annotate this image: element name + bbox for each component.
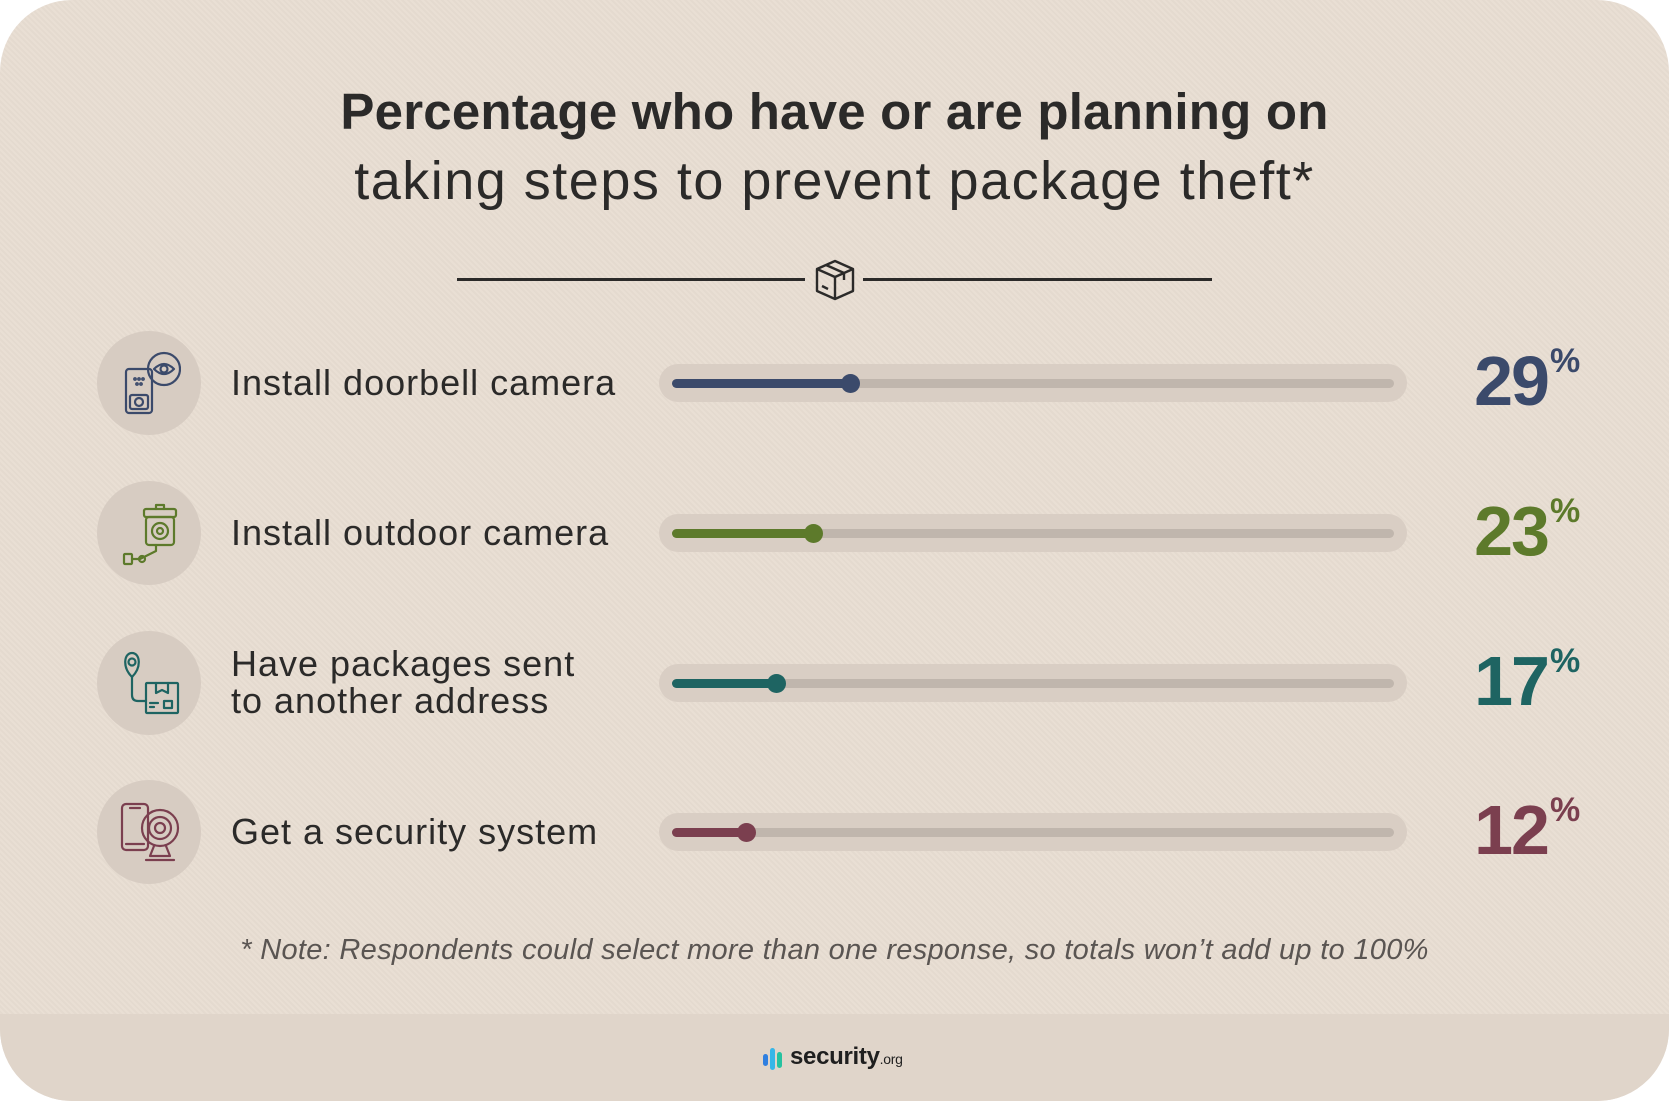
bar-fill [672,679,776,688]
bar-row: Install outdoor camera 23% [0,478,1669,588]
divider-right [863,278,1212,281]
bar-track-inner [672,379,1394,388]
footer-band [0,1014,1669,1101]
value-label: 23% [1430,492,1590,576]
title-line-2: taking steps to prevent package theft* [354,151,1315,211]
value-label: 29% [1430,342,1590,426]
divider-left [457,278,805,281]
bar-track [659,813,1407,851]
bar-label-line: Install doorbell camera [231,362,617,403]
bar-row: Install doorbell camera 29% [0,328,1669,438]
bar-track [659,664,1407,702]
bar-fill [672,828,746,837]
value-number: 12 [1474,791,1550,869]
package-box-icon [815,259,855,301]
value-number: 17 [1474,642,1550,720]
footnote: * Note: Respondents could select more th… [240,934,1429,966]
logo-bars-icon [763,1048,782,1070]
icon-circle [97,331,201,435]
bar-label-line: Have packages sent [231,643,576,684]
bar-label: Have packages sent to another address [231,645,575,719]
logo-name: security [790,1043,880,1070]
value-percent-sign: % [1550,492,1581,530]
bar-end-dot [737,823,756,842]
bar-end-dot [804,524,823,543]
logo-suffix: .org [879,1051,903,1067]
bar-end-dot [841,374,860,393]
value-percent-sign: % [1550,642,1581,680]
icon-circle [97,631,201,735]
value-label: 17% [1430,642,1590,726]
bar-label: Install outdoor camera [231,514,609,551]
bar-label-line: Get a security system [231,811,599,852]
bar-label-line: Install outdoor camera [231,512,610,553]
value-percent-sign: % [1550,791,1581,829]
value-number: 23 [1474,492,1550,570]
security-org-logo: security.org [762,1041,912,1077]
bar-track-inner [672,529,1394,538]
bar-label: Install doorbell camera [231,364,616,401]
bar-track-inner [672,679,1394,688]
bar-end-dot [767,674,786,693]
icon-circle [97,481,201,585]
bar-track-inner [672,828,1394,837]
value-percent-sign: % [1550,342,1581,380]
doorbell-camera-icon [124,351,181,415]
bar-track [659,514,1407,552]
security-system-icon [120,802,180,862]
bar-row: Get a security system 12% [0,777,1669,887]
title-line-1: Percentage who have or are planning on [340,83,1329,140]
bar-fill [672,529,813,538]
value-label: 12% [1430,791,1590,875]
outdoor-camera-icon [122,503,178,566]
icon-circle [97,780,201,884]
bar-fill [672,379,850,388]
location-package-icon [124,651,180,715]
value-number: 29 [1474,342,1550,420]
bar-track [659,364,1407,402]
bar-row: Have packages sent to another address 17% [0,628,1669,738]
bar-label-line: to another address [231,680,550,721]
bar-label: Get a security system [231,813,598,850]
